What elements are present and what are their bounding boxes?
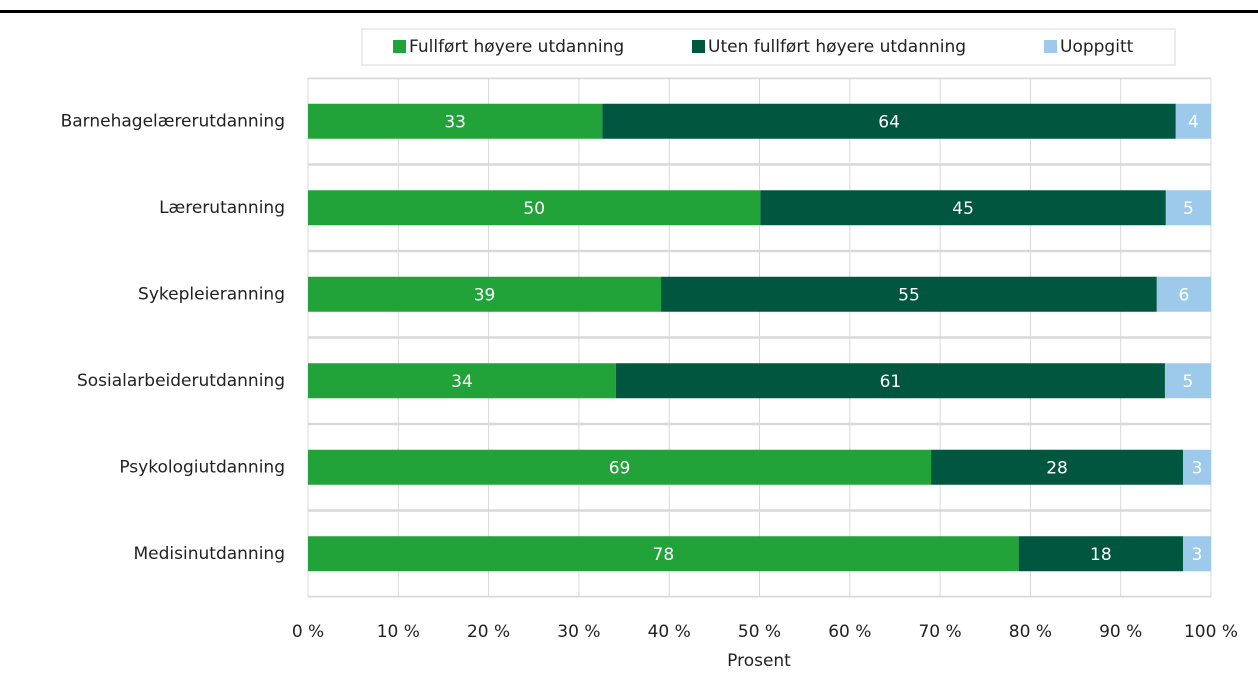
bar-segment [931, 449, 1184, 485]
bar-segment [1175, 103, 1211, 139]
bar-segment [308, 536, 1019, 572]
value-label: 34 [451, 372, 473, 392]
value-label: 55 [898, 285, 920, 305]
bar-segment [1165, 190, 1211, 226]
x-tick-label: 70 % [918, 622, 961, 642]
x-tick-label: 100 % [1184, 622, 1238, 642]
x-tick-label: 60 % [828, 622, 871, 642]
x-tick-label: 50 % [738, 622, 781, 642]
bar-segment [1183, 536, 1211, 572]
x-tick-label: 30 % [557, 622, 600, 642]
bar-segment [308, 190, 761, 226]
value-label: 45 [952, 199, 974, 219]
legend-swatch [692, 40, 705, 53]
bar-segment [308, 363, 616, 399]
value-label: 5 [1183, 372, 1194, 392]
bar-segment [308, 449, 932, 485]
bar-segment [602, 103, 1176, 139]
x-tick-label: 90 % [1099, 622, 1142, 642]
value-label: 39 [474, 285, 496, 305]
bar-segment [308, 276, 662, 312]
value-label: 18 [1090, 545, 1112, 565]
bar-segment [615, 363, 1165, 399]
x-tick-label: 40 % [648, 622, 691, 642]
header-rule [0, 10, 1258, 13]
value-label: 33 [444, 112, 466, 132]
value-label: 61 [880, 372, 902, 392]
bar-segment [1183, 449, 1211, 485]
x-tick-label: 20 % [467, 622, 510, 642]
bar-segment [1018, 536, 1184, 572]
bar-segment [661, 276, 1157, 312]
legend-label: Uoppgitt [1060, 37, 1134, 57]
value-label: 4 [1188, 112, 1199, 132]
y-tick-label: Lærerutanning [159, 198, 285, 218]
bar-segment [1164, 363, 1211, 399]
legend-swatch [393, 40, 406, 53]
y-tick-label: Medisinutdanning [134, 544, 285, 564]
y-tick-label: Psykologiutdanning [119, 457, 285, 477]
y-tick-label: Sykepleieranning [138, 284, 285, 304]
legend-box [361, 28, 1176, 66]
value-label: 78 [653, 545, 675, 565]
x-tick-label: 0 % [292, 622, 324, 642]
legend-label: Uten fullført høyere utdanning [708, 37, 966, 57]
value-label: 5 [1183, 199, 1194, 219]
x-tick-label: 80 % [1009, 622, 1052, 642]
value-label: 64 [878, 112, 900, 132]
y-tick-label: Sosialarbeiderutdanning [77, 371, 285, 391]
x-tick-label: 10 % [377, 622, 420, 642]
value-label: 50 [523, 199, 545, 219]
legend-label: Fullført høyere utdanning [409, 37, 624, 57]
bar-segment [1156, 276, 1211, 312]
value-label: 28 [1046, 458, 1068, 478]
value-label: 3 [1192, 458, 1203, 478]
bar-segment [760, 190, 1166, 226]
value-label: 69 [609, 458, 631, 478]
value-label: 6 [1178, 285, 1189, 305]
bar-segment [308, 103, 603, 139]
value-label: 3 [1192, 545, 1203, 565]
x-axis-title: Prosent [727, 651, 791, 671]
legend-swatch [1044, 40, 1057, 53]
y-tick-label: Barnehagelærerutdanning [61, 111, 285, 131]
